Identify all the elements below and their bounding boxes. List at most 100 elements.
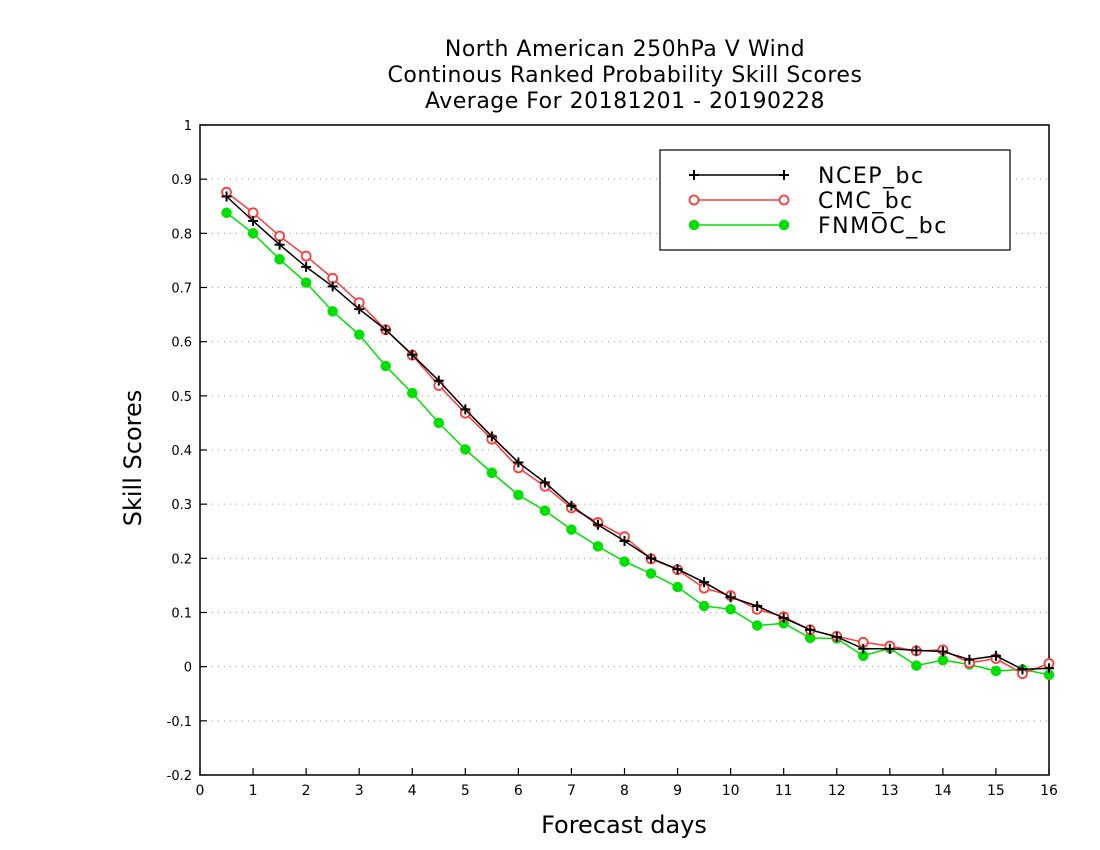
data-point — [221, 191, 232, 202]
x-tick-label: 4 — [408, 783, 417, 799]
data-point — [884, 643, 895, 654]
data-point — [353, 329, 365, 340]
data-point — [725, 592, 736, 603]
x-tick-label: 8 — [620, 783, 629, 799]
legend-marker — [689, 170, 699, 180]
data-point — [486, 431, 497, 442]
data-point — [300, 250, 312, 262]
x-tick-label: 15 — [987, 783, 1005, 799]
y-tick-label: 0.6 — [171, 336, 192, 351]
legend-label: FNMOC_bc — [818, 214, 948, 239]
data-point — [300, 277, 312, 288]
data-point — [911, 645, 922, 656]
data-point — [619, 556, 630, 567]
chart-title-line-1: North American 250hPa V Wind — [444, 37, 806, 62]
y-tick-label: 0.5 — [171, 390, 192, 405]
data-point — [831, 631, 842, 642]
legend-label: CMC_bc — [818, 189, 914, 214]
data-point — [751, 620, 763, 631]
y-tick-label: 0.2 — [171, 552, 192, 567]
data-point — [858, 643, 869, 654]
y-tick-label: 0.4 — [171, 444, 192, 459]
data-point — [380, 360, 391, 372]
data-point — [646, 553, 657, 564]
series-line — [226, 195, 1050, 671]
legend-label: NCEP_bc — [818, 164, 925, 189]
x-tick-label: 5 — [461, 783, 470, 799]
chart-title-line-2: Continous Ranked Probability Skill Score… — [387, 63, 863, 88]
data-point — [1017, 664, 1028, 675]
series-ncep-bc — [221, 191, 1054, 675]
data-point — [460, 404, 471, 415]
data-point — [964, 654, 975, 665]
data-point — [672, 564, 683, 575]
axes: -0.2-0.100.10.20.30.40.50.60.70.80.910 1 2… — [167, 119, 1058, 799]
data-point — [725, 604, 736, 615]
data-point — [539, 477, 550, 488]
data-point — [911, 660, 922, 671]
series-cmc-bc — [221, 186, 1055, 680]
series-line — [226, 212, 1050, 676]
data-point — [327, 281, 338, 292]
x-tick-label: 10 — [722, 783, 740, 799]
y-tick-label: 0.3 — [171, 498, 192, 513]
x-tick-label: 11 — [775, 783, 793, 799]
chart-title-line-3: Average For 20181201 - 20190228 — [424, 89, 826, 114]
data-point — [221, 207, 232, 218]
data-point — [380, 324, 391, 335]
data-point — [937, 646, 948, 657]
data-point — [274, 230, 285, 242]
data-point — [247, 228, 259, 239]
data-point — [407, 349, 418, 360]
data-point — [566, 524, 577, 535]
x-tick-label: 7 — [567, 783, 576, 799]
series-fnmoc-bc — [221, 207, 1055, 681]
legend-item: NCEP_bc — [689, 164, 925, 189]
x-tick-label: 13 — [881, 783, 899, 799]
legend-marker — [779, 170, 789, 180]
data-point — [486, 467, 498, 478]
y-tick-label: 0.7 — [171, 282, 192, 297]
legend-marker — [778, 219, 790, 231]
data-point — [592, 541, 604, 552]
data-series — [221, 186, 1055, 681]
data-point — [566, 500, 577, 511]
x-tick-label: 6 — [514, 783, 523, 799]
data-point — [699, 577, 710, 588]
data-point — [672, 581, 683, 593]
data-point — [248, 215, 259, 226]
x-tick-label: 9 — [673, 783, 682, 799]
data-point — [354, 304, 365, 315]
y-axis-label: Skill Scores — [119, 390, 147, 527]
y-tick-label: 0.8 — [171, 227, 192, 242]
x-tick-label: 3 — [355, 783, 364, 799]
y-tick-label: 0.9 — [171, 173, 192, 188]
x-axis-label: Forecast days — [541, 811, 707, 839]
series-line — [226, 191, 1050, 675]
gridlines — [200, 178, 1049, 722]
y-tick-label: 0 — [184, 661, 192, 676]
data-point — [698, 600, 710, 612]
x-tick-label: 12 — [828, 783, 846, 799]
legend-marker — [778, 194, 790, 206]
data-point — [274, 239, 285, 250]
data-point — [619, 536, 630, 546]
data-point — [274, 254, 285, 265]
legend-item: CMC_bc — [688, 189, 914, 214]
x-tick-label: 0 — [196, 783, 205, 799]
x-tick-label: 14 — [934, 783, 952, 799]
y-tick-label: 0.1 — [171, 607, 192, 622]
data-point — [301, 261, 312, 272]
y-tick-label: 1 — [184, 119, 192, 134]
legend-item: FNMOC_bc — [688, 214, 948, 239]
y-tick-label: -0.1 — [167, 715, 192, 730]
data-point — [990, 650, 1001, 661]
data-point — [990, 665, 1002, 677]
data-point — [407, 387, 418, 399]
data-point — [592, 519, 603, 530]
data-point — [433, 375, 444, 386]
x-tick-label: 16 — [1040, 783, 1058, 799]
data-point — [433, 417, 445, 429]
